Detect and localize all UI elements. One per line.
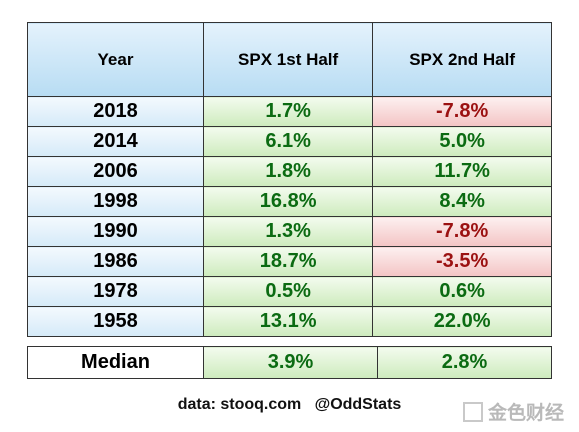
- header-cell: Year: [27, 22, 204, 97]
- data-row: 2018 1.7% -7.8%: [27, 96, 552, 127]
- year-cell: 1986: [27, 246, 204, 277]
- returns-table: Year SPX 1st Half SPX 2nd Half 2018 1.7% -…: [27, 22, 552, 337]
- return-cell: 1.7%: [202, 96, 374, 127]
- return-cell: 6.1%: [202, 126, 374, 157]
- median-table: Median 3.9% 2.8%: [27, 346, 552, 379]
- data-row: 1990 1.3% -7.8%: [27, 216, 552, 247]
- header-cell: SPX 1st Half: [202, 22, 374, 97]
- year-cell: 2018: [27, 96, 204, 127]
- watermark: 金色财经: [463, 398, 564, 425]
- return-cell: 16.8%: [202, 186, 374, 217]
- year-cell: 1990: [27, 216, 204, 247]
- return-cell: -7.8%: [372, 216, 552, 247]
- return-cell: 13.1%: [202, 306, 374, 337]
- return-cell: 11.7%: [372, 156, 552, 187]
- median-row: Median 3.9% 2.8%: [27, 346, 552, 379]
- return-cell: 0.6%: [372, 276, 552, 307]
- return-cell: 0.5%: [202, 276, 374, 307]
- year-cell: 2006: [27, 156, 204, 187]
- watermark-logo: [463, 401, 483, 422]
- return-cell: 8.4%: [372, 186, 552, 217]
- return-cell: 1.8%: [202, 156, 374, 187]
- data-row: 2006 1.8% 11.7%: [27, 156, 552, 187]
- data-row: 1978 0.5% 0.6%: [27, 276, 552, 307]
- data-row: 1998 16.8% 8.4%: [27, 186, 552, 217]
- footer: data: stooq.com @OddStats: [177, 396, 402, 413]
- header-row: Year SPX 1st Half SPX 2nd Half: [27, 22, 552, 97]
- return-cell: -7.8%: [372, 96, 552, 127]
- year-cell: 1958: [27, 306, 204, 337]
- return-cell: -3.5%: [372, 246, 552, 277]
- data-row: 2014 6.1% 5.0%: [27, 126, 552, 157]
- header-cell: SPX 2nd Half: [372, 22, 552, 97]
- watermark-text: 金色财经: [488, 403, 565, 424]
- return-cell: 5.0%: [372, 126, 552, 157]
- return-cell: 22.0%: [372, 306, 552, 337]
- median-label: Median: [27, 346, 204, 379]
- median-value: 3.9%: [203, 346, 378, 379]
- median-value: 2.8%: [377, 346, 552, 379]
- year-cell: 1998: [27, 186, 204, 217]
- return-cell: 1.3%: [202, 216, 374, 247]
- data-row: 1958 13.1% 22.0%: [27, 306, 552, 337]
- year-cell: 1978: [27, 276, 204, 307]
- year-cell: 2014: [27, 126, 204, 157]
- data-row: 1986 18.7% -3.5%: [27, 246, 552, 277]
- return-cell: 18.7%: [202, 246, 374, 277]
